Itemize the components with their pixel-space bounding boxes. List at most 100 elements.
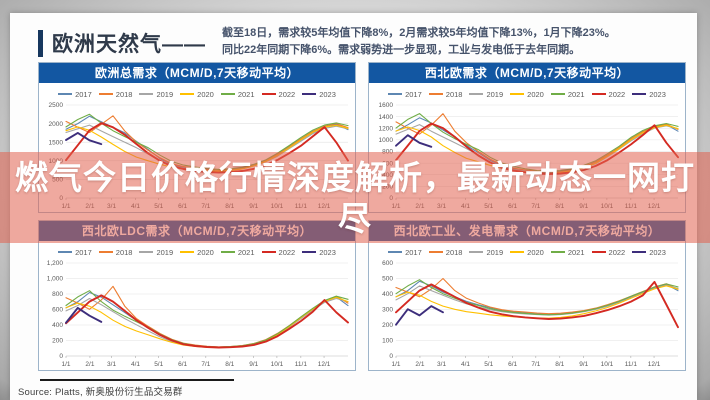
chart-plot: 0 100 200 300 400 500 600 1/1 2/1 3/1 4/1 5/1 6/1 7/1… bbox=[382, 260, 679, 368]
legend-line-swatch bbox=[388, 93, 403, 95]
legend-line-swatch bbox=[58, 93, 73, 95]
legend-year-label: 2018 bbox=[115, 247, 133, 257]
legend-year-label: 2020 bbox=[197, 89, 214, 99]
legend-item-2017: 2017 bbox=[388, 248, 422, 257]
legend-item-2017: 2017 bbox=[58, 90, 92, 99]
svg-text:1/1: 1/1 bbox=[61, 361, 70, 368]
svg-text:400: 400 bbox=[382, 291, 393, 298]
svg-text:800: 800 bbox=[52, 291, 63, 298]
svg-text:1,200: 1,200 bbox=[47, 260, 64, 267]
legend-year-label: 2023 bbox=[319, 247, 336, 257]
svg-text:5/1: 5/1 bbox=[154, 361, 163, 368]
svg-text:0: 0 bbox=[59, 353, 63, 360]
legend-line-swatch bbox=[469, 93, 484, 95]
chart-title: 西北欧需求（MCM/D,7天移动平均） bbox=[369, 63, 685, 83]
headline-line-2: 尽 bbox=[338, 199, 372, 237]
svg-text:6/1: 6/1 bbox=[178, 361, 187, 368]
legend-year-label: 2019 bbox=[156, 89, 174, 99]
legend-item-2019: 2019 bbox=[139, 248, 173, 257]
legend-year-label: 2017 bbox=[405, 247, 422, 257]
legend-line-swatch bbox=[591, 92, 606, 96]
legend-item-2020: 2020 bbox=[510, 90, 544, 99]
legend-item-2017: 2017 bbox=[388, 90, 422, 99]
legend-line-swatch bbox=[180, 93, 195, 95]
legend-year-label: 2022 bbox=[608, 247, 626, 257]
legend-line-swatch bbox=[510, 251, 525, 253]
demand-summary-line-1: 截至18日，需求较5年均值下降8%，2月需求较5年均值下降13%，1月下降23%… bbox=[222, 27, 616, 39]
legend-line-swatch bbox=[58, 251, 73, 253]
chart-legend: 2017 2018 2019 2020 2021 2022 2023 bbox=[369, 241, 685, 259]
legend-line-swatch bbox=[388, 251, 403, 253]
legend-item-2018: 2018 bbox=[428, 247, 463, 257]
legend-year-label: 2019 bbox=[486, 89, 504, 99]
legend-line-swatch bbox=[550, 93, 565, 95]
legend-item-2022: 2022 bbox=[591, 90, 625, 99]
legend-line-swatch bbox=[98, 251, 113, 253]
legend-line-swatch bbox=[220, 93, 235, 95]
legend-line-swatch bbox=[510, 93, 525, 95]
legend-year-label: 2017 bbox=[75, 247, 92, 257]
svg-text:2/1: 2/1 bbox=[85, 361, 94, 368]
header: 欧洲天然气—— 截至18日，需求较5年均值下降8%，2月需求较5年均值下降13%… bbox=[38, 21, 691, 58]
legend-item-2021: 2021 bbox=[220, 89, 255, 99]
svg-text:2000: 2000 bbox=[49, 121, 64, 128]
legend-year-label: 2022 bbox=[278, 247, 296, 257]
legend-year-label: 2023 bbox=[319, 89, 336, 99]
legend-line-swatch bbox=[139, 93, 154, 95]
svg-text:400: 400 bbox=[52, 322, 63, 329]
chart-title: 欧洲总需求（MCM/D,7天移动平均） bbox=[39, 63, 355, 83]
legend-year-label: 2020 bbox=[527, 247, 544, 257]
legend-item-2022: 2022 bbox=[261, 89, 296, 99]
svg-text:9/1: 9/1 bbox=[249, 361, 258, 368]
legend-year-label: 2018 bbox=[115, 89, 133, 99]
title-block: 欧洲天然气—— bbox=[38, 28, 206, 58]
legend-item-2021: 2021 bbox=[550, 247, 585, 257]
legend-line-swatch bbox=[302, 250, 317, 254]
svg-text:1600: 1600 bbox=[379, 102, 394, 109]
source-divider bbox=[40, 379, 234, 381]
legend-year-label: 2021 bbox=[567, 247, 585, 257]
svg-text:3/1: 3/1 bbox=[437, 361, 446, 368]
svg-text:2/1: 2/1 bbox=[415, 361, 424, 368]
svg-text:4/1: 4/1 bbox=[461, 361, 470, 368]
svg-text:10/1: 10/1 bbox=[271, 361, 284, 368]
title-accent-bar bbox=[38, 29, 43, 57]
page-title: 欧洲天然气—— bbox=[52, 33, 206, 56]
legend-year-label: 2018 bbox=[445, 247, 463, 257]
svg-text:1400: 1400 bbox=[379, 114, 394, 121]
demand-summary-line-2: 同比22年同期下降6%。需求弱势进一步显现，工业与发电低于去年同期。 bbox=[222, 43, 581, 56]
legend-item-2018: 2018 bbox=[98, 247, 133, 257]
legend-year-label: 2017 bbox=[75, 89, 92, 99]
legend-item-2020: 2020 bbox=[180, 248, 214, 257]
legend-year-label: 2023 bbox=[649, 89, 666, 99]
legend-item-2023: 2023 bbox=[302, 248, 336, 257]
svg-text:8/1: 8/1 bbox=[555, 361, 564, 368]
svg-text:0: 0 bbox=[389, 353, 393, 360]
svg-text:12/1: 12/1 bbox=[318, 361, 331, 368]
legend-line-swatch bbox=[261, 250, 276, 254]
svg-text:11/1: 11/1 bbox=[625, 361, 638, 368]
svg-text:1,000: 1,000 bbox=[47, 276, 64, 283]
chart-plot: 0 200 400 600 800 1,000 1,200 1/1 2/1 3/1 4/1 5/1 6/… bbox=[47, 260, 349, 368]
legend-year-label: 2021 bbox=[237, 89, 255, 99]
legend-year-label: 2021 bbox=[237, 247, 255, 257]
legend-line-swatch bbox=[139, 251, 154, 253]
legend-line-swatch bbox=[220, 251, 235, 253]
legend-item-2018: 2018 bbox=[98, 89, 133, 99]
legend-item-2022: 2022 bbox=[261, 247, 296, 257]
legend-year-label: 2022 bbox=[278, 89, 296, 99]
svg-text:7/1: 7/1 bbox=[201, 361, 210, 368]
svg-text:600: 600 bbox=[382, 260, 393, 267]
svg-text:300: 300 bbox=[382, 307, 393, 314]
legend-year-label: 2019 bbox=[156, 247, 174, 257]
svg-text:11/1: 11/1 bbox=[295, 361, 308, 368]
svg-text:8/1: 8/1 bbox=[225, 361, 234, 368]
legend-year-label: 2020 bbox=[197, 247, 214, 257]
svg-text:10/1: 10/1 bbox=[601, 361, 614, 368]
legend-year-label: 2023 bbox=[649, 247, 666, 257]
svg-text:12/1: 12/1 bbox=[648, 361, 661, 368]
legend-line-swatch bbox=[302, 92, 317, 96]
chart-legend: 2017 2018 2019 2020 2021 2022 2023 bbox=[39, 241, 355, 259]
svg-text:200: 200 bbox=[52, 338, 63, 345]
headline-banner: 燃气今日价格行情深度解析，最新动态一网打 尽 bbox=[0, 152, 710, 243]
